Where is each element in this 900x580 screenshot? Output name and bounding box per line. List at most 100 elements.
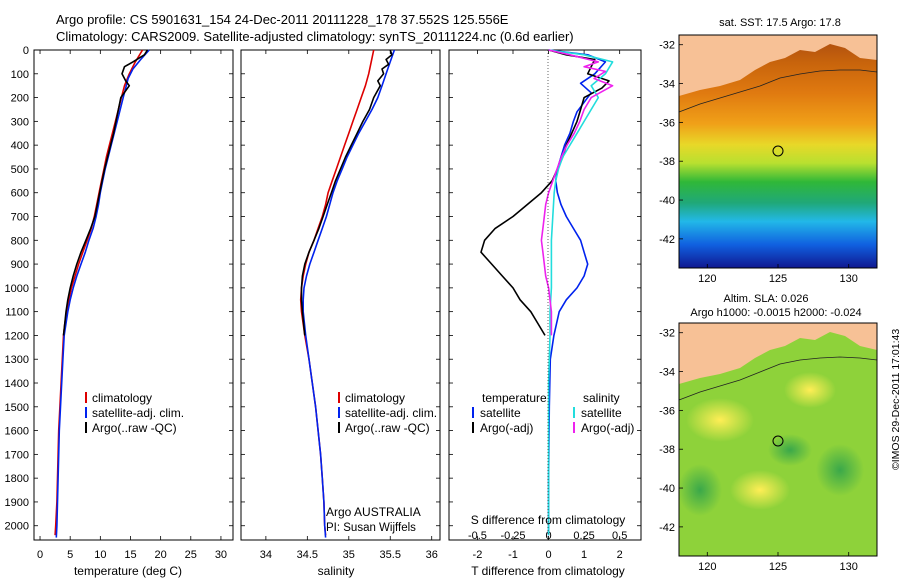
lon-tick-label: 130 — [840, 273, 858, 285]
sla-map — [678, 322, 878, 557]
temperature-axes — [33, 49, 234, 541]
temperature-legend: climatology satellite-adj. clim. Argo(..… — [85, 391, 184, 435]
legend-salinity-head: salinity — [583, 391, 620, 405]
x-tick-label: 25 — [185, 549, 197, 561]
x-tick-label: 30 — [215, 549, 227, 561]
depth-tick-label: 500 — [11, 164, 29, 176]
depth-tick-label: 800 — [11, 235, 29, 247]
sla-low-2 — [678, 464, 722, 516]
depth-tick-label: 1200 — [5, 330, 29, 342]
legend-argo: Argo(..raw -QC) — [92, 421, 177, 435]
depth-tick-label: 1700 — [5, 449, 29, 461]
sla-high-1 — [686, 398, 754, 442]
series-line-temperature-argo-adj- — [480, 49, 610, 336]
x-tick-label: 1 — [581, 549, 587, 561]
lon-tick-label: 120 — [698, 561, 716, 573]
temperature-xlabel: temperature (deg C) — [74, 564, 182, 578]
sla-land — [679, 323, 877, 384]
legend-argo: Argo(..raw -QC) — [345, 421, 430, 435]
sla-low-3 — [768, 434, 812, 466]
x-tick-label: -1 — [508, 549, 518, 561]
x-tick-label: 15 — [124, 549, 136, 561]
lat-tick-label: -34 — [659, 367, 675, 379]
lon-tick-label: 120 — [698, 273, 716, 285]
lat-tick-label: -40 — [659, 195, 675, 207]
depth-tick-label: 1000 — [5, 283, 29, 295]
depth-tick-label: 1900 — [5, 497, 29, 509]
credit-line-2: PI: Susan Wijffels — [326, 522, 416, 534]
sla-low-1 — [816, 444, 864, 496]
sst-float-marker — [772, 145, 784, 157]
t-diff-xlabel: T difference from climatology — [471, 564, 625, 578]
salinity-axes — [240, 49, 441, 541]
depth-tick-label: 400 — [11, 140, 29, 152]
x-tick-label: 36 — [426, 549, 438, 561]
s-tick-label: 0.5 — [612, 530, 627, 542]
depth-tick-label: 200 — [11, 93, 29, 105]
lat-tick-label: -40 — [659, 483, 675, 495]
series-line-argo-raw-qc- — [62, 49, 149, 336]
lat-tick-label: -42 — [659, 234, 675, 246]
sla-high-2 — [784, 372, 836, 408]
series-line-salinity-satellite — [547, 49, 614, 536]
map-tick-layer: 120 125 130 -32 -34 -36 -38 -40 -42 120 125 130 -32 -… — [659, 40, 858, 573]
legend-t-argo: Argo(-adj) — [480, 421, 533, 435]
x-tick-label: 10 — [94, 549, 106, 561]
credit-line-1: Argo AUSTRALIA — [326, 505, 421, 519]
lon-tick-label: 125 — [769, 561, 787, 573]
depth-tick-label: 1500 — [5, 402, 29, 414]
lat-tick-label: -42 — [659, 522, 675, 534]
depth-tick-label: 700 — [11, 212, 29, 224]
sst-map — [678, 34, 878, 269]
depth-tick-label: 900 — [11, 259, 29, 271]
s-tick-label: 0.25 — [573, 530, 594, 542]
salinity-xlabel: salinity — [318, 564, 355, 578]
depth-tick-label: 300 — [11, 116, 29, 128]
depth-tick-label: 2000 — [5, 521, 29, 533]
x-tick-label: 0 — [37, 549, 43, 561]
legend-climatology: climatology — [92, 391, 152, 405]
x-tick-label: 34 — [260, 549, 272, 561]
lat-tick-label: -38 — [659, 156, 675, 168]
header-line-2: Climatology: CARS2009. Satellite-adjuste… — [56, 29, 574, 44]
series-line-satellite-adj-clim- — [55, 49, 150, 538]
tick-layer: 0100200300400500600700800900100011001200… — [5, 45, 641, 561]
lon-tick-label: 130 — [840, 561, 858, 573]
timestamp-stamp: ©IMOS 29-Dec-2011 17:01:43 — [890, 328, 900, 470]
legend-temperature-head: temperature — [482, 391, 547, 405]
sst-map-title: sat. SST: 17.5 Argo: 17.8 — [719, 17, 841, 29]
series-layer — [54, 49, 614, 538]
x-tick-label: 35 — [343, 549, 355, 561]
difference-axes — [448, 49, 642, 541]
series-line-salinity-argo-adj- — [540, 49, 614, 336]
sst-land — [679, 35, 877, 96]
x-tick-label: 20 — [155, 549, 167, 561]
sst-contour-line — [678, 69, 878, 113]
x-tick-label: 5 — [67, 549, 73, 561]
legend-s-argo: Argo(-adj) — [581, 421, 634, 435]
legend-s-satellite: satellite — [581, 406, 622, 420]
legend-climatology: climatology — [345, 391, 405, 405]
legend-satellite: satellite-adj. clim. — [92, 406, 184, 420]
x-tick-label: 2 — [617, 549, 623, 561]
sla-contour-line — [678, 356, 878, 401]
depth-tick-label: 1300 — [5, 354, 29, 366]
x-tick-label: 0 — [545, 549, 551, 561]
depth-tick-label: 100 — [11, 69, 29, 81]
series-line-satellite-adj-clim- — [302, 49, 396, 538]
depth-tick-label: 600 — [11, 188, 29, 200]
s-tick-label: 0 — [545, 530, 551, 542]
x-tick-label: 34.5 — [297, 549, 318, 561]
depth-tick-label: 1100 — [5, 307, 29, 319]
series-line-climatology — [54, 49, 144, 536]
s-tick-label: -0.5 — [468, 530, 487, 542]
depth-tick-label: 1800 — [5, 473, 29, 485]
lat-tick-label: -36 — [659, 117, 675, 129]
series-line-temperature-satellite — [547, 49, 607, 536]
depth-tick-label: 1400 — [5, 378, 29, 390]
lat-tick-label: -38 — [659, 444, 675, 456]
header-line-1: Argo profile: CS 5901631_154 24-Dec-2011… — [56, 12, 509, 27]
legend-t-satellite: satellite — [480, 406, 521, 420]
sla-map-title-1: Altim. SLA: 0.026 — [724, 293, 809, 305]
